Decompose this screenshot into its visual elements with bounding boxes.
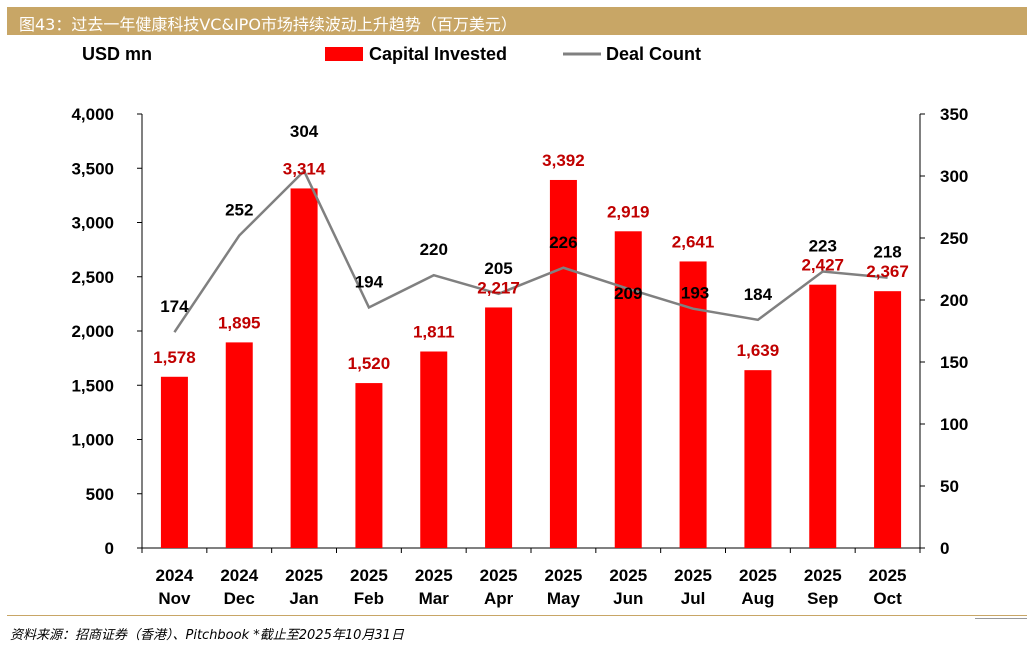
bar-capital-invested — [355, 383, 383, 548]
bar-capital-invested — [290, 188, 318, 548]
combo-chart: 0 500 1,000 1,500 2,000 2,500 3,000 3,500 4,000 0… — [71, 44, 968, 608]
bar-capital-invested — [549, 179, 577, 548]
x-category-month-label: May — [547, 589, 581, 608]
y-left-tick-label: 4,000 — [71, 105, 114, 124]
bar-data-label: 3,314 — [283, 159, 326, 178]
y-left-tick-label: 3,000 — [71, 214, 114, 233]
x-category-month-label: Mar — [419, 589, 450, 608]
x-category-month-label: Feb — [354, 589, 384, 608]
bar-data-label: 2,427 — [801, 256, 844, 275]
line-deal-count — [173, 168, 888, 333]
x-category-month-label: Dec — [224, 589, 255, 608]
line-data-label: 184 — [744, 285, 773, 304]
bar-data-label: 1,639 — [737, 341, 780, 360]
line-data-label: 209 — [614, 284, 642, 303]
legend-bar-label: Capital Invested — [369, 44, 507, 64]
line-data-label: 223 — [809, 236, 837, 255]
x-category-month-label: Jun — [613, 589, 643, 608]
x-category-month-label: Apr — [484, 589, 514, 608]
y-right-tick-label: 100 — [940, 415, 968, 434]
y-right-tick-label: 200 — [940, 291, 968, 310]
bar-data-label: 1,520 — [348, 354, 391, 373]
y-right-tick-label: 350 — [940, 105, 968, 124]
bar-data-label: 1,895 — [218, 313, 261, 332]
legend-bar-swatch — [325, 47, 363, 61]
y-left-tick-label: 500 — [86, 485, 114, 504]
bar-capital-invested — [225, 342, 253, 548]
line-data-label: 304 — [290, 122, 319, 141]
y-left-tick-label: 0 — [105, 539, 114, 558]
bar-capital-invested — [679, 261, 707, 548]
bar-data-label: 1,811 — [413, 323, 455, 342]
source-note: 资料来源：招商证券（香港）、Pitchbook *截止至2025年10月31日 — [10, 628, 404, 643]
y-right-tick-label: 150 — [940, 353, 968, 372]
x-category-month-label: Jan — [289, 589, 318, 608]
legend-line-label: Deal Count — [606, 44, 701, 64]
x-category-month-label: Aug — [741, 589, 774, 608]
bar-data-label: 2,641 — [672, 232, 715, 251]
y-left-tick-label: 2,000 — [71, 322, 114, 341]
line-data-label: 194 — [355, 272, 384, 291]
line-data-label: 226 — [549, 233, 577, 252]
bar-capital-invested — [874, 291, 902, 548]
x-category-year-label: 2025 — [285, 566, 323, 585]
x-category-year-label: 2024 — [220, 566, 258, 585]
y-left-unit-label: USD mn — [82, 44, 152, 64]
line-data-label: 252 — [225, 201, 253, 220]
x-category-year-label: 2025 — [739, 566, 777, 585]
x-category-year-label: 2025 — [415, 566, 453, 585]
figure-title-bar: 图43：过去一年健康科技VC&IPO市场持续波动上升趋势（百万美元） — [7, 7, 1027, 35]
y-left-tick-label: 1,500 — [71, 376, 114, 395]
bar-capital-invested — [744, 370, 772, 548]
y-right-tick-label: 300 — [940, 167, 968, 186]
bar-capital-invested — [420, 351, 448, 548]
x-category-year-label: 2024 — [156, 566, 194, 585]
bar-data-label: 2,367 — [866, 262, 909, 281]
line-data-label: 218 — [873, 243, 901, 262]
x-category-month-label: Nov — [158, 589, 191, 608]
bar-data-label: 2,217 — [477, 278, 520, 297]
x-category-year-label: 2025 — [674, 566, 712, 585]
x-category-year-label: 2025 — [609, 566, 647, 585]
y-left-tick-label: 1,000 — [71, 431, 114, 450]
bar-data-label: 3,392 — [542, 151, 585, 170]
x-category-year-label: 2025 — [804, 566, 842, 585]
bar-capital-invested — [485, 307, 513, 548]
line-data-label: 174 — [160, 297, 189, 316]
bar-capital-invested — [614, 231, 642, 548]
y-right-tick-label: 250 — [940, 229, 968, 248]
y-left-tick-label: 2,500 — [71, 268, 114, 287]
line-data-label: 193 — [681, 284, 709, 303]
y-left-tick-label: 3,500 — [71, 159, 114, 178]
x-category-year-label: 2025 — [545, 566, 583, 585]
x-category-month-label: Jul — [681, 589, 706, 608]
x-category-year-label: 2025 — [869, 566, 907, 585]
x-category-year-label: 2025 — [480, 566, 518, 585]
footer-divider — [7, 615, 1027, 616]
bar-capital-invested — [160, 376, 188, 548]
x-category-month-label: Sep — [807, 589, 838, 608]
y-right-tick-label: 50 — [940, 477, 959, 496]
bar-data-label: 1,578 — [153, 348, 196, 367]
line-data-label: 220 — [420, 240, 448, 259]
bar-capital-invested — [809, 284, 837, 548]
bar-data-label: 2,919 — [607, 202, 650, 221]
x-category-year-label: 2025 — [350, 566, 388, 585]
y-right-tick-label: 0 — [940, 539, 949, 558]
line-data-label: 205 — [484, 259, 512, 278]
footer-divider-short — [975, 618, 1027, 619]
figure-title: 图43：过去一年健康科技VC&IPO市场持续波动上升趋势（百万美元） — [19, 15, 517, 34]
x-category-month-label: Oct — [873, 589, 902, 608]
